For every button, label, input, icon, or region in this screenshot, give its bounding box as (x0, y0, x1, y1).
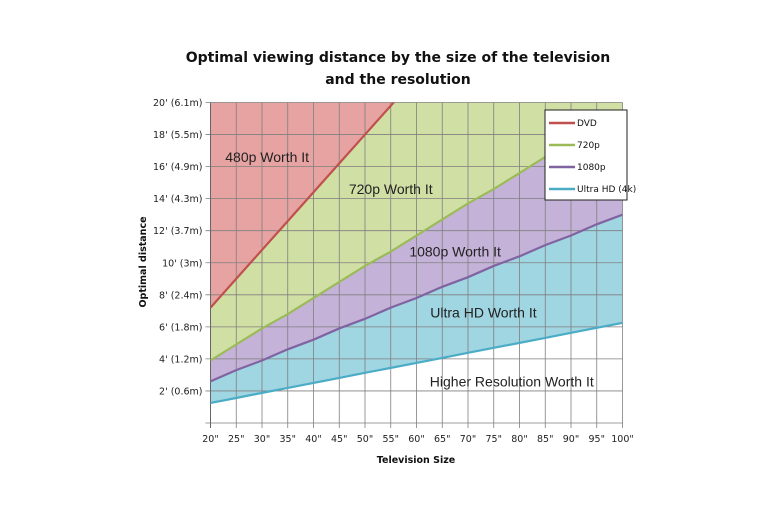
x-tick-label: 20" (202, 434, 218, 445)
y-tick-label: 18' (5.5m) (153, 130, 203, 141)
chart-title-line-1: Optimal viewing distance by the size of … (186, 50, 611, 66)
x-tick-label: 30" (254, 434, 270, 445)
x-tick-label: 70" (460, 434, 476, 445)
y-tick-label: 12' (3.7m) (153, 226, 203, 237)
x-tick-label: 35" (280, 434, 296, 445)
y-tick-label: 2' (0.6m) (159, 386, 202, 397)
region-label: 1080p Worth It (409, 244, 501, 260)
x-tick-label: 100" (611, 434, 634, 445)
series-line-1080p (210, 213, 623, 383)
x-tick-label: 90" (563, 434, 579, 445)
legend: DVD 720p 1080p Ultra HD (4k) (544, 109, 636, 201)
x-tick-label: 80" (511, 434, 527, 445)
y-axis-label: Optimal distance (138, 216, 149, 307)
legend-label: 720p (577, 141, 600, 151)
x-tick-label: 75" (486, 434, 502, 445)
plot-area: 20" 25" 30" 35" 40" 45" 50" 55" 60" 65" 70" 75" 80" 8… (153, 98, 636, 445)
legend-label: DVD (577, 119, 597, 129)
y-tick-label: 14' (4.3m) (153, 194, 203, 205)
y-tick-label: 10' (3m) (162, 258, 202, 269)
series-line-ultra-hd-4k- (210, 321, 623, 405)
y-tick-label: 8' (2.4m) (159, 290, 202, 301)
series-line-dvd (210, 102, 396, 309)
chart-title-line-2: and the resolution (325, 72, 471, 88)
x-tick-label: 50" (357, 434, 373, 445)
y-tick-label: 4' (1.2m) (159, 354, 202, 365)
region-label: 480p Worth It (225, 149, 309, 165)
y-tick-label: 16' (4.9m) (153, 162, 203, 173)
legend-label: 1080p (577, 163, 606, 173)
x-tick-label: 40" (305, 434, 321, 445)
region-label: Higher Resolution Worth It (430, 373, 594, 389)
x-tick-label: 85" (537, 434, 553, 445)
x-tick-label: 55" (383, 434, 399, 445)
x-tick-label: 25" (228, 434, 244, 445)
x-tick-label: 45" (331, 434, 347, 445)
y-tick-label: 6' (1.8m) (159, 322, 202, 333)
x-tick-label: 65" (434, 434, 450, 445)
x-tick-label: 95" (589, 434, 605, 445)
x-tick-label: 60" (408, 434, 424, 445)
legend-label: Ultra HD (4k) (577, 185, 636, 195)
region-label: Ultra HD Worth It (430, 304, 536, 320)
x-axis-label: Television Size (377, 455, 455, 466)
y-tick-label: 20' (6.1m) (153, 98, 203, 109)
legend-box (544, 109, 628, 201)
region-label: 720p Worth It (349, 181, 433, 197)
